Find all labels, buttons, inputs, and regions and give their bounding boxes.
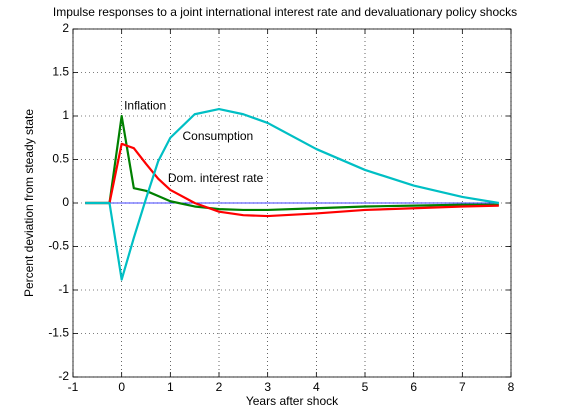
y-tick-label: 0 [62,195,69,209]
x-tick-label: 7 [459,380,466,394]
y-axis-label: Percent deviation from steady state [22,109,36,297]
y-tick-label: 0.5 [52,152,69,166]
plot-frame [72,28,512,378]
x-tick-label: 8 [508,380,515,394]
x-tick-label: 1 [167,380,174,394]
x-tick-label: 2 [216,380,223,394]
x-tick-label: 3 [264,380,271,394]
y-tick-label: 1.5 [52,65,69,79]
x-tick-label: 6 [410,380,417,394]
series-line [85,107,500,281]
y-tick-label: -1 [58,282,69,296]
annotation: Inflation [124,99,166,113]
series-line [85,142,499,218]
y-tick-label: -1.5 [48,326,69,340]
y-tick-label: -0.5 [48,239,69,253]
y-tick-label: 2 [62,21,69,35]
chart-title: Impulse responses to a joint internation… [53,5,517,19]
x-axis-label: Years after shock [246,394,339,408]
annotation: Dom. interest rate [168,171,264,185]
x-tick-label: 4 [313,380,320,394]
x-tick-label: 0 [118,380,125,394]
y-tick-label: 1 [62,108,69,122]
x-tick-label: 5 [362,380,369,394]
annotation: Consumption [183,129,254,143]
x-tick-label: -1 [68,380,79,394]
y-tick-label: -2 [58,369,69,383]
